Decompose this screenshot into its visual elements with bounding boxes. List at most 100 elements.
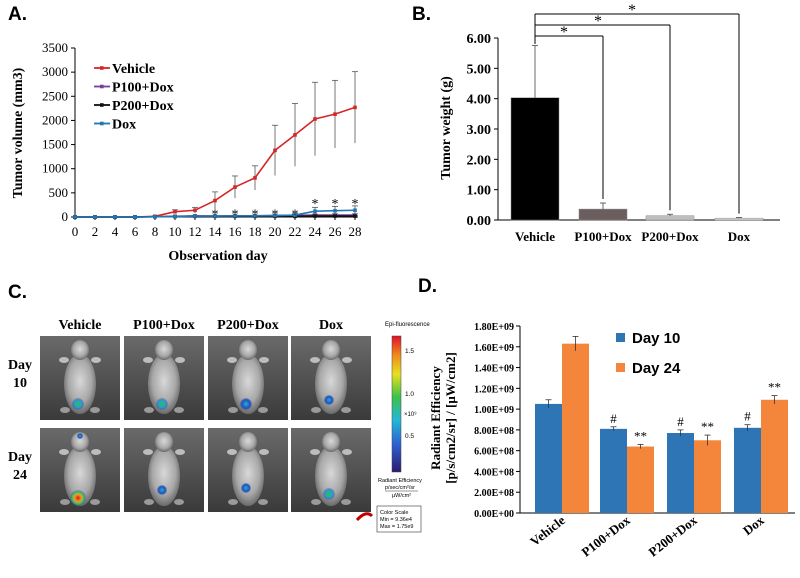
- a-xtick-label-0: 0: [72, 224, 79, 239]
- c-colhead-2: P200+Dox: [217, 318, 279, 333]
- d-legend-swatch-1: [616, 363, 625, 372]
- color-scale-min: Min = 9.36e4: [380, 517, 412, 523]
- a-point-0-6: [193, 208, 197, 213]
- a-legend-marker-2: [100, 103, 104, 107]
- b-sig-star-2: *: [628, 2, 636, 19]
- a-xtick-label-7: 14: [209, 224, 223, 239]
- panel-d-y-label-2: [p/s/cm2/sr] / [μW/cm2]: [443, 352, 458, 484]
- b-sig-star-1: *: [594, 13, 602, 30]
- a-legend-marker-3: [100, 121, 104, 126]
- a-point-3-3: [133, 215, 137, 219]
- b-ytick-label-6: 6.00: [467, 32, 492, 47]
- fluorescence-signal-r1-c0: [70, 490, 86, 506]
- a-xtick-label-4: 8: [152, 224, 159, 239]
- b-bar-Dox: [714, 217, 764, 221]
- a-point-0-12: [313, 117, 317, 121]
- units-line-1: Radiant Efficiency: [378, 478, 422, 484]
- d-ytick-label-7: 1.40E+09: [474, 364, 514, 375]
- fluorescence-signal-r1-c1: [157, 485, 167, 495]
- panel-a-x-label: Observation day: [168, 249, 267, 264]
- d-xlabel-0: Vehicle: [527, 512, 568, 549]
- colorbar-title: Epi-fluorescence: [385, 322, 430, 328]
- mouse-image-r1-c1: [124, 428, 204, 512]
- a-point-2-12: [313, 214, 317, 218]
- a-point-3-0: [73, 215, 77, 219]
- mouse-image-r0-c0: [40, 336, 120, 420]
- b-bar-Vehicle: [510, 97, 560, 221]
- c-colhead-0: Vehicle: [58, 318, 101, 333]
- mouse-image-r0-c2: [208, 336, 288, 420]
- d-mark-0-1: #: [610, 411, 617, 426]
- units-line-3: μW/cm²: [392, 493, 411, 499]
- a-xtick-label-1: 2: [92, 224, 99, 239]
- a-point-0-14: [353, 105, 357, 110]
- d-ytick-label-5: 1.00E+09: [474, 405, 514, 416]
- b-ytick-label-4: 4.00: [467, 93, 492, 108]
- panel-d-bar-chart: 0.00E+00 2.00E+08 4.00E+08 6.00E+08 8.00E+08…: [428, 322, 795, 560]
- d-mark-1-1: **: [634, 428, 647, 443]
- colorbar: [391, 335, 402, 473]
- a-xtick-label-12: 24: [309, 224, 323, 239]
- panel-a-y-label: Tumor volume (mm3): [11, 67, 26, 198]
- panel-c-label: C.: [8, 282, 27, 303]
- panel-d-y-label-1: Radiant Efficiency: [428, 366, 443, 470]
- a-xtick-label-10: 20: [269, 224, 282, 239]
- a-point-3-4: [153, 214, 157, 219]
- a-point-0-7: [213, 198, 217, 203]
- a-point-3-11: [293, 213, 297, 217]
- fluorescence-signal-r0-c1: [156, 398, 168, 410]
- a-ytick-label-4: 2000: [42, 112, 68, 127]
- colorbar-exponent: ×10⁹: [404, 411, 417, 418]
- a-point-3-12: [313, 209, 317, 214]
- units-line-2: p/sec/cm²/sr: [385, 485, 415, 491]
- d-legend-label-0: Day 10: [632, 330, 680, 347]
- a-legend-marker-1: [100, 84, 104, 89]
- a-legend-label-0: Vehicle: [112, 62, 155, 77]
- a-point-3-10: [273, 213, 277, 218]
- d-bar-Day-24-2: [694, 440, 721, 513]
- color-scale-max: Max = 1.75e9: [380, 524, 413, 530]
- d-ytick-label-9: 1.80E+09: [474, 322, 514, 333]
- a-xtick-label-6: 12: [189, 224, 202, 239]
- a-ytick-label-3: 1500: [42, 137, 68, 152]
- d-ytick-label-6: 1.20E+09: [474, 384, 514, 395]
- d-legend-label-1: Day 24: [632, 360, 681, 377]
- a-point-3-7: [213, 214, 217, 218]
- a-point-2-14: [353, 214, 357, 218]
- d-ytick-label-4: 8.00E+08: [474, 426, 514, 437]
- colorbar-tick-2: 1.0: [405, 391, 414, 398]
- panel-a-label: A.: [8, 4, 27, 25]
- a-xtick-label-14: 28: [349, 224, 362, 239]
- a-star-3: *: [272, 208, 279, 223]
- a-xtick-label-5: 10: [169, 224, 182, 239]
- d-ytick-label-2: 4.00E+08: [474, 467, 514, 478]
- a-ytick-label-0: 0: [62, 209, 69, 224]
- d-xlabel-3: Dox: [740, 512, 767, 538]
- b-ytick-label-2: 2.00: [467, 153, 492, 168]
- a-ytick-label-2: 1000: [42, 161, 68, 176]
- panel-d-label: D.: [418, 276, 437, 297]
- panel-b-label: B.: [412, 4, 431, 25]
- a-legend-label-1: P100+Dox: [112, 81, 174, 96]
- tail-marker: [355, 512, 374, 522]
- d-bar-Day-24-3: [761, 399, 788, 513]
- a-series-Dox: [73, 205, 358, 219]
- panel-c-imaging: Vehicle P100+Dox P200+Dox Dox Day 10 Day 24 Ep…: [8, 318, 430, 533]
- a-point-3-5: [173, 214, 177, 219]
- c-rowhead-b-0: 10: [13, 376, 27, 391]
- b-ytick-label-3: 3.00: [467, 123, 492, 138]
- a-xtick-label-9: 18: [249, 224, 262, 239]
- a-point-0-9: [253, 176, 257, 180]
- a-xtick-label-3: 6: [132, 224, 139, 239]
- c-colhead-3: Dox: [319, 318, 343, 333]
- mouse-image-r1-c0: [40, 428, 120, 512]
- b-sig-star-0: *: [560, 24, 568, 41]
- mouse-image-r0-c1: [124, 336, 204, 420]
- c-rowhead-b-1: 24: [13, 468, 27, 483]
- a-star-4: *: [292, 208, 299, 223]
- a-point-0-8: [233, 185, 237, 189]
- a-point-3-8: [233, 213, 237, 218]
- b-xlabel-3: Dox: [728, 229, 751, 244]
- a-star-7: *: [352, 197, 359, 212]
